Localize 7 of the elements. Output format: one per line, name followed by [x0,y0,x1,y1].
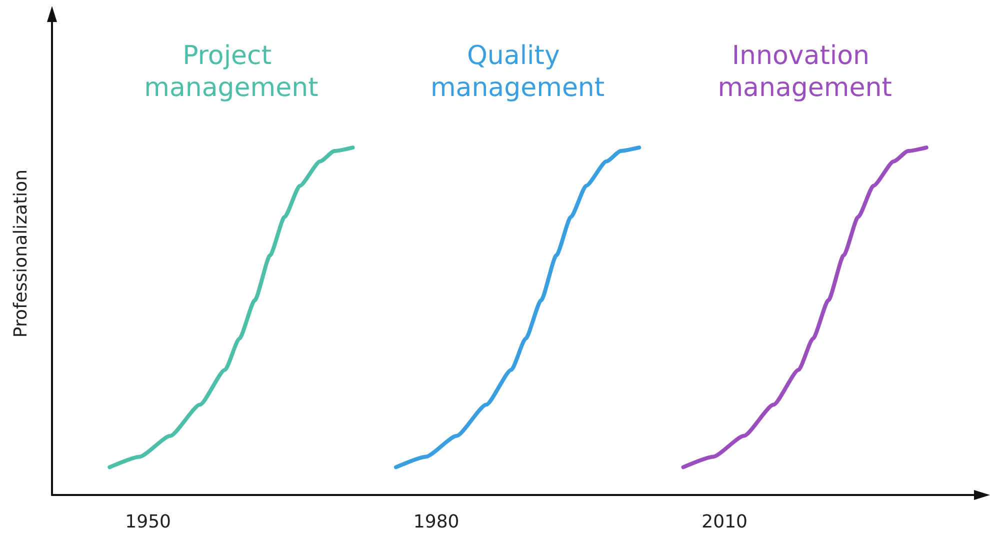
y-axis-title: Professionalization [10,169,32,338]
series-label: Innovation management [718,41,892,103]
x-tick-label: 1950 [125,512,171,532]
x-tick-label: 2010 [702,512,748,532]
series-label: Project management [144,41,318,103]
series-label: Quality management [430,41,605,103]
x-tick-label: 1980 [413,512,460,532]
